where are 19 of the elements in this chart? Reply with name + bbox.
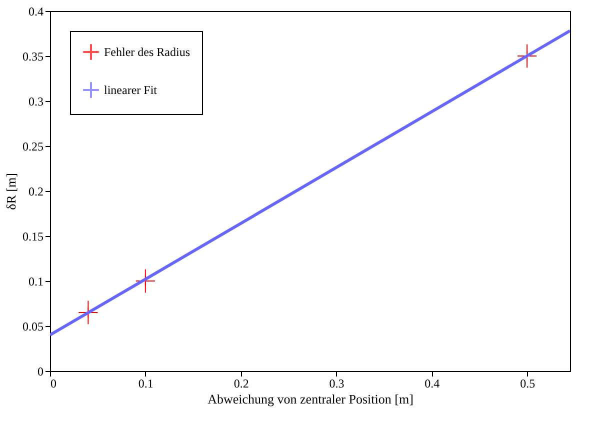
x-tick-label: 0: [50, 376, 56, 390]
y-axis-title: δR [m]: [4, 173, 18, 210]
y-tick-label: 0.4: [28, 4, 44, 18]
x-tick-label: 0.3: [329, 376, 344, 390]
x-axis-title: Abweichung von zentraler Position [m]: [208, 392, 414, 406]
y-tick-label: 0.05: [22, 320, 44, 334]
x-tick-label: 0.1: [138, 376, 154, 390]
legend-label: linearer Fit: [104, 83, 158, 97]
y-tick-label: 0.1: [28, 274, 44, 288]
y-tick-label: 0.25: [22, 140, 44, 154]
y-tick-label: 0: [38, 364, 44, 378]
y-tick-label: 0.3: [28, 94, 44, 108]
x-tick-label: 0.2: [234, 376, 249, 390]
x-tick-label: 0.4: [424, 376, 440, 390]
y-tick-label: 0.2: [28, 184, 44, 198]
y-tick-label: 0.35: [22, 50, 44, 64]
legend-label: Fehler des Radius: [104, 45, 190, 59]
x-tick-label: 0.5: [520, 376, 536, 390]
y-tick-label: 0.15: [22, 230, 44, 244]
